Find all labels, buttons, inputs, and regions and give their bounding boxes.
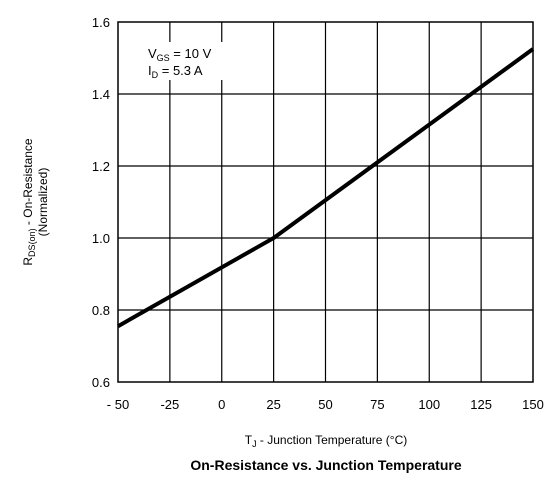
y-axis-title-rest: - On-Resistance: [21, 138, 35, 228]
y-axis-title-main: R: [21, 257, 35, 266]
annotation-vgs-sub: GS: [157, 53, 170, 63]
y-tick-label: 0.8: [92, 303, 110, 318]
annotation-id-rest: = 5.3 A: [158, 63, 203, 78]
series-line: [117, 47, 535, 328]
tick-labels: - 50 -25 0 25 50 75 100 125 150 0.6 0.8 1.0 1.2 1.4 1.…: [92, 15, 544, 412]
grid: [118, 22, 533, 382]
x-tick-label: 0: [218, 397, 225, 412]
annotation-id: ID = 5.3 A: [148, 63, 203, 80]
y-axis-title-line2: (Normalized): [36, 168, 50, 237]
x-tick-label: 75: [370, 397, 384, 412]
y-axis-title: RDS(on) - On-Resistance (Normalized): [21, 138, 50, 266]
y-tick-label: 0.6: [92, 375, 110, 390]
x-axis-title-main: T: [245, 433, 253, 447]
y-axis-title-sub: DS(on): [27, 228, 37, 257]
y-tick-label: 1.4: [92, 87, 110, 102]
x-axis-title: TJ - Junction Temperature (°C): [245, 433, 407, 449]
y-tick-label: 1.2: [92, 159, 110, 174]
x-tick-label: 100: [418, 397, 440, 412]
annotation-vgs: VGS = 10 V: [148, 46, 212, 63]
annotation-id-sub: D: [152, 70, 159, 80]
x-tick-label: - 50: [107, 397, 129, 412]
chart-title: On-Resistance vs. Junction Temperature: [190, 457, 461, 473]
annotation-id-main: I: [148, 63, 152, 78]
x-tick-label: 50: [318, 397, 332, 412]
plot-frame: [117, 21, 534, 383]
x-tick-label: -25: [160, 397, 179, 412]
y-axis-title-line1: RDS(on) - On-Resistance: [21, 138, 37, 266]
x-tick-label: 25: [266, 397, 280, 412]
x-tick-label: 125: [470, 397, 492, 412]
y-tick-label: 1.0: [92, 231, 110, 246]
annotation-vgs-rest: = 10 V: [170, 46, 212, 61]
x-axis-title-rest: - Junction Temperature (°C): [257, 433, 408, 447]
x-axis-title-sub: J: [252, 439, 257, 449]
annotation-vgs-main: V: [148, 46, 157, 61]
x-tick-label: 150: [522, 397, 544, 412]
annotation-box: VGS = 10 V ID = 5.3 A: [145, 42, 241, 80]
series-layer: [117, 47, 535, 328]
y-tick-label: 1.6: [92, 15, 110, 30]
